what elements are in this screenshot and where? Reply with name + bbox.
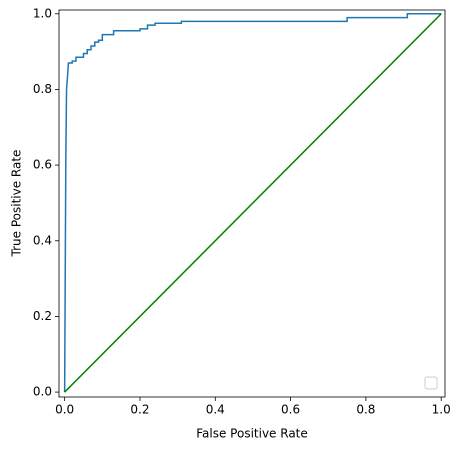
y-tick-label: 1.0	[33, 6, 52, 20]
y-tick-label: 0.4	[33, 233, 52, 247]
legend-box	[424, 376, 438, 390]
x-tick-label: 0.4	[206, 403, 225, 417]
y-tick-label: 0.8	[33, 82, 52, 96]
y-tick-label: 0.0	[33, 385, 52, 399]
axes-frame	[58, 9, 446, 398]
x-tick-label: 0.0	[55, 403, 74, 417]
x-tick-label: 0.6	[281, 403, 300, 417]
y-axis-label: True Positive Rate	[10, 150, 24, 258]
roc-line	[64, 13, 442, 393]
y-tick-label: 0.6	[33, 158, 52, 172]
x-axis-label: False Positive Rate	[196, 427, 308, 441]
x-tick-label: 0.8	[356, 403, 375, 417]
y-tick-label: 0.2	[33, 309, 52, 323]
x-tick-label: 1.0	[432, 403, 451, 417]
x-tick-label: 0.2	[130, 403, 149, 417]
roc-line	[63, 13, 442, 393]
